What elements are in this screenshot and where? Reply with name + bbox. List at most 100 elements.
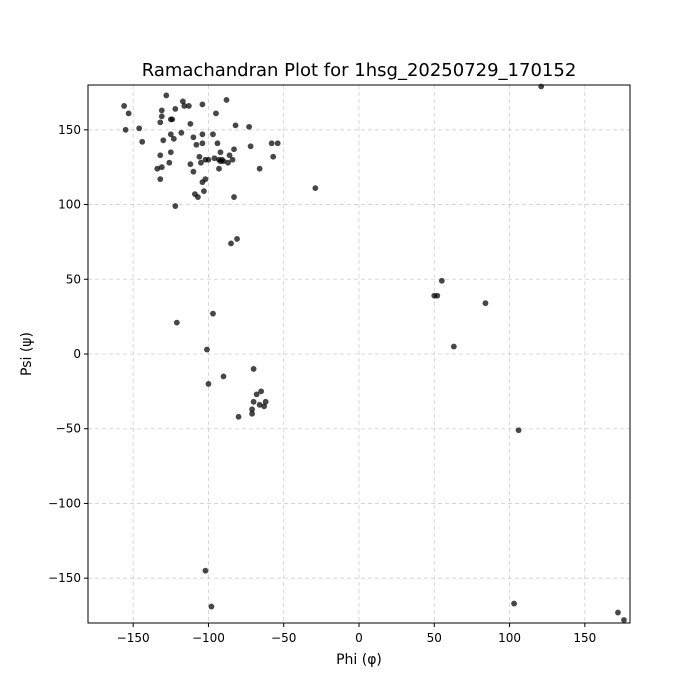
data-point	[157, 152, 164, 159]
data-point	[210, 131, 216, 138]
data-point	[163, 92, 170, 99]
data-point	[158, 107, 165, 114]
data-point	[213, 110, 219, 117]
data-point	[258, 388, 265, 395]
data-point	[202, 176, 209, 183]
data-point	[139, 138, 146, 145]
data-point	[250, 398, 257, 405]
data-point	[122, 126, 129, 133]
data-point	[172, 203, 179, 209]
data-point	[234, 236, 240, 242]
data-point	[199, 101, 206, 108]
data-point	[225, 159, 231, 166]
x-tick-label: 150	[573, 631, 596, 645]
data-point	[223, 97, 230, 103]
data-point	[187, 161, 194, 168]
y-tick-label: 100	[58, 198, 81, 212]
data-point	[270, 153, 277, 160]
data-point	[256, 401, 263, 408]
x-tick-label: 0	[355, 631, 363, 645]
data-point	[158, 113, 165, 120]
data-point	[220, 373, 227, 380]
data-point	[511, 600, 517, 607]
data-point	[190, 168, 197, 175]
data-point	[154, 165, 161, 172]
data-point	[621, 617, 627, 623]
data-point	[217, 149, 224, 156]
data-point	[121, 103, 128, 109]
data-point	[205, 380, 212, 387]
chart-title: Ramachandran Plot for 1hsg_20250729_1701…	[142, 60, 577, 81]
data-point	[208, 603, 215, 610]
data-point	[178, 129, 185, 136]
data-point	[199, 140, 206, 147]
data-point	[216, 165, 222, 172]
data-point	[204, 346, 210, 353]
data-point	[261, 403, 268, 410]
data-point	[268, 140, 275, 147]
data-point	[538, 83, 545, 90]
data-point	[247, 143, 254, 150]
data-point	[157, 176, 164, 183]
y-tick-label: −100	[48, 496, 81, 510]
data-point	[226, 152, 233, 159]
data-point	[195, 194, 201, 200]
data-point	[220, 158, 227, 165]
data-point	[167, 131, 174, 138]
x-tick-label: −50	[271, 631, 296, 645]
data-point	[202, 567, 209, 574]
data-point	[205, 156, 212, 163]
data-point	[312, 185, 319, 192]
y-tick-label: 50	[66, 272, 81, 286]
data-point	[181, 103, 188, 109]
data-point	[201, 188, 207, 195]
data-point	[253, 391, 260, 398]
data-point	[231, 194, 237, 200]
data-point	[160, 137, 167, 144]
data-point	[190, 134, 197, 141]
data-point	[187, 120, 194, 127]
data-point	[246, 123, 252, 130]
data-point	[185, 103, 192, 109]
y-tick-label: 0	[73, 347, 81, 361]
data-point	[256, 165, 263, 172]
x-axis-label: Phi (φ)	[336, 652, 382, 668]
data-point	[210, 310, 216, 317]
data-point	[250, 366, 257, 372]
data-point	[179, 98, 186, 105]
data-point	[166, 159, 173, 166]
data-point	[249, 410, 256, 417]
data-point	[198, 159, 204, 166]
data-point	[274, 140, 281, 147]
data-point	[229, 156, 236, 163]
data-point	[136, 125, 143, 132]
data-point	[262, 398, 269, 405]
data-point	[450, 343, 457, 350]
y-tick-label: 150	[58, 123, 81, 137]
data-point	[170, 135, 177, 142]
data-point	[157, 119, 164, 126]
data-point	[434, 292, 441, 299]
data-point	[231, 146, 237, 153]
data-point	[169, 116, 176, 123]
grid-layer	[88, 85, 630, 623]
ticks-layer: −150 −100 −50 0 50 100 150 −150 −100 −50 0 50 100 150	[48, 123, 596, 645]
x-tick-label: 50	[427, 631, 442, 645]
x-tick-label: 100	[498, 631, 521, 645]
data-point	[125, 110, 132, 117]
data-point	[235, 413, 242, 420]
data-point	[193, 141, 200, 148]
y-tick-label: −150	[48, 571, 81, 585]
data-point	[228, 240, 234, 247]
data-point	[232, 122, 239, 129]
data-point	[438, 277, 445, 284]
data-point	[172, 106, 179, 112]
points-layer	[121, 83, 627, 623]
data-point	[167, 149, 174, 156]
data-point	[158, 164, 165, 171]
data-point	[515, 427, 522, 434]
y-axis-label: Psi (ψ)	[19, 332, 35, 376]
y-tick-label: −50	[56, 422, 81, 436]
data-point	[173, 319, 180, 326]
